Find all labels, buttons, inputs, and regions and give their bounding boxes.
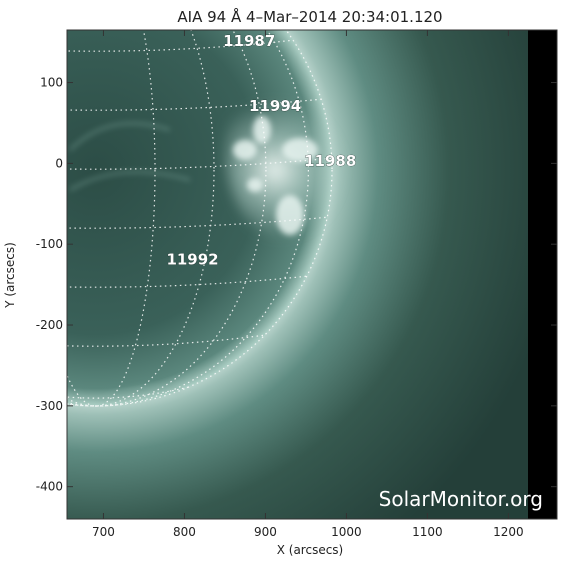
y-tick-label: -200: [36, 318, 63, 332]
x-tick-label: 1100: [412, 525, 443, 539]
watermark-text: SolarMonitor.org: [379, 487, 543, 511]
region-labels: 11987 11994 11988 11992: [166, 32, 356, 269]
grid-meridian: [67, 30, 156, 407]
x-axis-label: X (arcsecs): [277, 543, 344, 557]
y-axis-label: Y (arcsecs): [3, 242, 17, 309]
active-region-label: 11987: [223, 32, 275, 50]
y-tick-label: -400: [36, 480, 63, 494]
grid-parallel: [67, 157, 332, 170]
active-region-label: 11992: [166, 250, 218, 268]
x-tick-label: 1000: [331, 525, 362, 539]
y-tick-label: -100: [36, 237, 63, 251]
x-tick-label: 800: [173, 525, 196, 539]
plot-frame: [66, 29, 558, 520]
active-region-label: 11988: [304, 152, 356, 170]
x-tick-label: 1200: [493, 525, 524, 539]
sun-image: [67, 30, 557, 519]
y-tick-label: -300: [36, 399, 63, 413]
grid-parallel: [67, 98, 322, 111]
grid-meridian: [67, 30, 333, 407]
x-tick-label: 700: [92, 525, 115, 539]
dark-edge-strip: [528, 30, 557, 519]
heliographic-grid: [67, 30, 333, 407]
disk-loops: [68, 121, 191, 402]
x-tick-label: 900: [254, 525, 277, 539]
y-axis-ticks: 100 0 -100 -200 -300 -400: [36, 76, 557, 494]
x-axis-ticks: 700 800 900 1000 1100 1200: [92, 30, 524, 539]
grid-meridian: [67, 30, 309, 407]
grid-parallel: [67, 275, 307, 288]
image-title: AIA 94 Å 4–Mar–2014 20:34:01.120: [177, 7, 442, 26]
y-tick-label: 100: [40, 76, 63, 90]
active-region-loops: [233, 116, 318, 235]
y-tick-label: 0: [55, 156, 63, 170]
active-region-label: 11994: [249, 97, 301, 115]
